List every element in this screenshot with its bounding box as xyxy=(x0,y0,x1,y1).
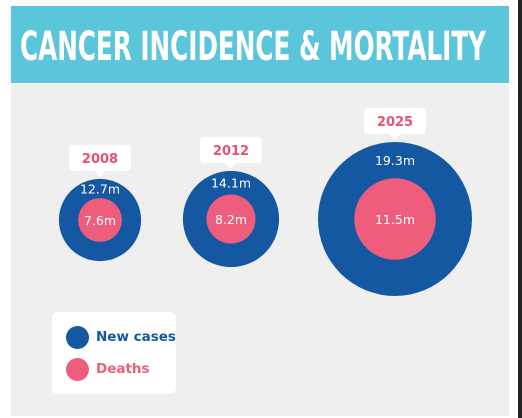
frame-edge xyxy=(518,0,522,418)
new-cases-value-2012: 14.1m xyxy=(211,176,251,191)
header-banner xyxy=(11,6,509,83)
deaths-value-2025: 11.5m xyxy=(375,212,415,227)
deaths-bubble-2025 xyxy=(354,178,436,260)
deaths-bubble-2012 xyxy=(206,194,256,244)
legend-label-new-cases: New cases xyxy=(96,329,176,345)
year-callout-2012 xyxy=(200,136,262,169)
bubble-group-2012: 2012 14.1m 8.2m xyxy=(182,136,280,268)
page-title-text: CANCER INCIDENCE & MORTALITY xyxy=(20,24,487,68)
legend: New cases Deaths xyxy=(52,312,176,394)
new-cases-value-2008: 12.7m xyxy=(80,182,120,197)
bubble-group-2025: 2025 19.3m 11.5m xyxy=(318,108,472,296)
deaths-value-2012: 8.2m xyxy=(215,212,247,227)
year-callout-2008 xyxy=(69,144,131,177)
deaths-bubble-2008 xyxy=(78,198,122,242)
new-cases-value-2025: 19.3m xyxy=(375,153,415,168)
page-title: CANCER INCIDENCE & MORTALITY xyxy=(20,24,487,68)
deaths-value-2008: 7.6m xyxy=(84,213,116,228)
year-label-2012: 2012 xyxy=(213,144,249,159)
legend-label-deaths: Deaths xyxy=(96,361,150,377)
year-label-2008: 2008 xyxy=(82,152,118,167)
legend-swatch-deaths xyxy=(66,358,89,381)
legend-swatch-new-cases xyxy=(66,326,89,349)
bubble-group-2008: 2008 12.7m 7.6m xyxy=(58,144,142,262)
year-label-2025: 2025 xyxy=(377,115,413,130)
year-callout-2025 xyxy=(364,108,426,140)
